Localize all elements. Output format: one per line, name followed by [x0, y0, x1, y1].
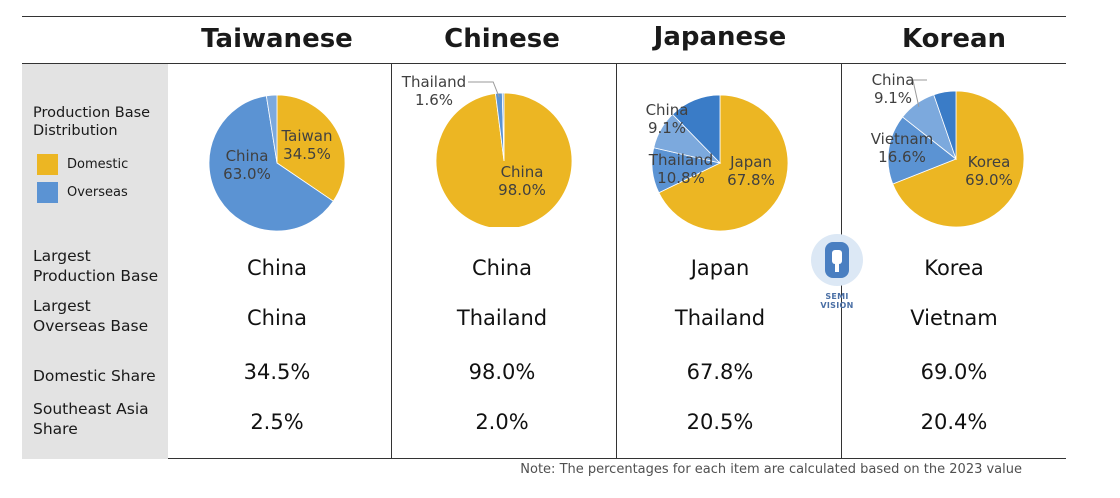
pie-label-name: Japan: [729, 153, 772, 171]
table-bottom-border: [22, 458, 1066, 459]
header-divider: [22, 63, 1066, 64]
pie-slice-other: [933, 90, 957, 160]
column-header-korean: Korean: [901, 24, 1007, 54]
column-header-japanese: Japanese: [653, 22, 787, 52]
cell-southeast-asia-share: 2.0%: [475, 410, 529, 434]
pie-label-name: China: [501, 163, 544, 181]
column-divider: [391, 63, 392, 459]
pie-slice-taiwan: [276, 94, 346, 202]
leader-line: [912, 79, 927, 107]
row-label-largest-overseas-base: Largest Overseas Base: [33, 297, 149, 335]
cell-domestic-share: 34.5%: [243, 360, 311, 384]
domestic-swatch: [37, 154, 58, 175]
footnote: Note: The percentages for each item are …: [520, 462, 1022, 477]
pie-slice-other: [671, 94, 721, 164]
pie-slice-china: [208, 95, 334, 232]
cell-southeast-asia-share: 20.5%: [686, 410, 754, 434]
cell-largest-overseas-base: Thailand: [456, 306, 548, 330]
row-labels-panel: [22, 64, 168, 459]
pie-label-value: 9.1%: [874, 89, 912, 107]
pie-slice-other: [265, 94, 278, 164]
column-divider: [616, 63, 617, 459]
pie-label-name: China: [646, 101, 689, 119]
pie-slice-korea: [892, 90, 1025, 228]
legend-domestic: Domestic: [37, 154, 128, 175]
legend-overseas: Overseas: [37, 182, 128, 203]
pie-slice-other: [501, 92, 505, 162]
leader-line: [468, 81, 500, 98]
row-label-southeast-asia-share: Southeast Asia Share: [33, 400, 149, 438]
column-header-chinese: Chinese: [444, 24, 560, 54]
pie-label-name: China: [226, 147, 269, 165]
pie-label-value: 63.0%: [223, 165, 271, 183]
cell-southeast-asia-share: 20.4%: [920, 410, 988, 434]
pie-label-name: Vietnam: [871, 130, 934, 148]
cell-largest-production-base: China: [247, 256, 307, 280]
overseas-swatch: [37, 182, 58, 203]
pie-slice-vietnam: [887, 116, 957, 185]
pie-slice-japan: [658, 94, 789, 232]
pie-label-name: China: [872, 71, 915, 89]
pie-label-value: 34.5%: [283, 145, 331, 163]
cell-domestic-share: 98.0%: [468, 360, 536, 384]
cell-largest-overseas-base: Thailand: [674, 306, 766, 330]
pie-label-value: 9.1%: [648, 119, 686, 137]
semi-vision-watermark: SEMI VISION: [808, 232, 866, 310]
pie-label-name: Thailand: [648, 151, 713, 169]
pie-label-name: Taiwan: [280, 127, 332, 145]
cell-largest-production-base: Japan: [690, 256, 750, 280]
column-header-taiwanese: Taiwanese: [201, 24, 353, 54]
legend-domestic-label: Domestic: [67, 157, 129, 172]
pie-label-value: 98.0%: [498, 181, 546, 199]
cell-largest-overseas-base: China: [247, 306, 307, 330]
pie-label-value: 67.8%: [727, 171, 775, 189]
row-label-largest-production-base: Largest Production Base: [33, 247, 159, 285]
pie-label-name: Korea: [968, 153, 1011, 171]
cell-largest-overseas-base: Vietnam: [910, 306, 998, 330]
pie-slice-china: [435, 92, 573, 227]
cell-domestic-share: 67.8%: [686, 360, 754, 384]
watermark-text: SEMI VISION: [820, 292, 854, 310]
cell-largest-production-base: Korea: [924, 256, 984, 280]
semi-vision-logo-icon: [811, 234, 863, 286]
pie-label-value: 69.0%: [965, 171, 1013, 189]
pie-label-value: 16.6%: [878, 148, 926, 166]
cell-largest-production-base: China: [472, 256, 532, 280]
pie-label-name: Thailand: [401, 73, 466, 91]
cell-southeast-asia-share: 2.5%: [250, 410, 304, 434]
pie-label-value: 10.8%: [657, 169, 705, 187]
legend-overseas-label: Overseas: [67, 185, 128, 200]
cell-domestic-share: 69.0%: [920, 360, 988, 384]
table-top-border: [22, 16, 1066, 17]
row-label-production-base-distribution: Production Base Distribution: [33, 105, 151, 139]
row-label-domestic-share: Domestic Share: [33, 367, 156, 385]
pie-label-value: 1.6%: [415, 91, 453, 109]
